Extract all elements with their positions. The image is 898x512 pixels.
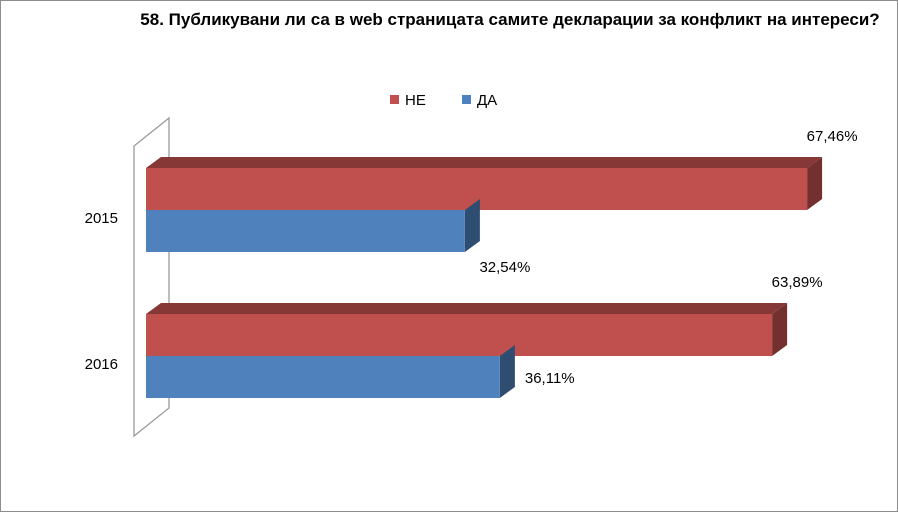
legend-swatch-1: [462, 95, 471, 104]
legend-swatch-0: [390, 95, 399, 104]
bar-side-0-0: [807, 157, 823, 210]
bar-ДА-2015: [146, 210, 465, 252]
bar-top-1-0: [146, 303, 788, 314]
bar-top-0-0: [146, 157, 823, 168]
data-label-1-1: 36,11%: [525, 370, 575, 387]
chart-title: 58. Публикувани ли са в web страницата с…: [140, 10, 880, 29]
data-label-1-0: 63,89%: [772, 274, 823, 291]
legend-label-0: НЕ: [405, 92, 426, 109]
data-label-0-0: 67,46%: [807, 128, 858, 145]
legend-label-1: ДА: [477, 92, 497, 109]
bar-side-1-1: [499, 345, 515, 398]
axis-wall: [133, 116, 170, 438]
bar-НЕ-2016: [146, 314, 773, 356]
category-label-0: 2015: [85, 210, 118, 227]
bar-side-1-0: [772, 303, 788, 356]
category-label-1: 2016: [85, 356, 118, 373]
bar-ДА-2016: [146, 356, 500, 398]
bar-side-0-1: [464, 199, 480, 252]
data-label-0-1: 32,54%: [479, 259, 530, 276]
